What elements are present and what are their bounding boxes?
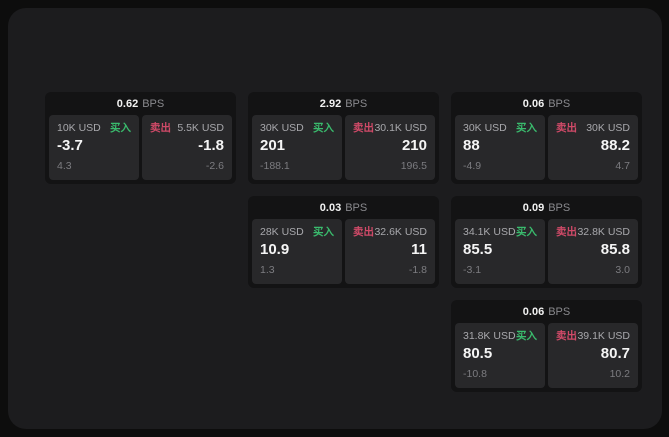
bps-value: 2.92 xyxy=(319,97,342,110)
quote-card: 2.92 BPS 30K USD 买入 201 -188.1 卖出 30.1K … xyxy=(248,92,439,184)
sell-delta: 10.2 xyxy=(609,368,630,380)
buy-label: 买入 xyxy=(110,122,131,134)
buy-delta: 4.3 xyxy=(57,160,72,172)
buy-panel[interactable]: 30K USD 买入 201 -188.1 xyxy=(252,115,342,180)
sell-panel[interactable]: 卖出 30K USD 88.2 4.7 xyxy=(548,115,638,180)
app-panel: 0.62 BPS 10K USD 买入 -3.7 4.3 卖出 5.5K USD xyxy=(8,8,662,429)
bps-unit: BPS xyxy=(548,305,571,318)
bps-value: 0.06 xyxy=(522,305,545,318)
sell-price: 88.2 xyxy=(600,137,630,154)
buy-notional: 30K USD xyxy=(463,122,507,134)
sell-panel[interactable]: 卖出 5.5K USD -1.8 -2.6 xyxy=(142,115,232,180)
sell-notional: 5.5K USD xyxy=(177,122,224,134)
buy-delta: -188.1 xyxy=(260,160,290,172)
buy-delta: -10.8 xyxy=(463,368,487,380)
quote-card: 0.06 BPS 30K USD 买入 88 -4.9 卖出 30K USD xyxy=(451,92,642,184)
buy-panel[interactable]: 34.1K USD 买入 85.5 -3.1 xyxy=(455,219,545,284)
buy-price: 10.9 xyxy=(260,241,290,258)
bps-value: 0.03 xyxy=(319,201,342,214)
quote-card: 0.06 BPS 31.8K USD 买入 80.5 -10.8 卖出 39.1… xyxy=(451,300,642,392)
bps-unit: BPS xyxy=(142,97,165,110)
sell-panel[interactable]: 卖出 32.8K USD 85.8 3.0 xyxy=(548,219,638,284)
sell-price: 11 xyxy=(411,241,427,258)
bps-header: 0.03 BPS xyxy=(248,196,439,219)
sell-label: 卖出 xyxy=(556,122,577,134)
sell-label: 卖出 xyxy=(556,226,577,238)
buy-delta: -4.9 xyxy=(463,160,482,172)
bps-header: 0.09 BPS xyxy=(451,196,642,219)
sell-notional: 32.8K USD xyxy=(577,226,630,238)
bps-value: 0.09 xyxy=(522,201,545,214)
buy-label: 买入 xyxy=(516,330,537,342)
buy-notional: 10K USD xyxy=(57,122,101,134)
sell-panel[interactable]: 卖出 30.1K USD 210 196.5 xyxy=(345,115,435,180)
sell-delta: -1.8 xyxy=(408,264,427,276)
buy-panel[interactable]: 28K USD 买入 10.9 1.3 xyxy=(252,219,342,284)
bps-value: 0.62 xyxy=(116,97,139,110)
sell-price: 210 xyxy=(401,137,427,154)
sell-notional: 39.1K USD xyxy=(577,330,630,342)
bps-header: 2.92 BPS xyxy=(248,92,439,115)
quote-card: 0.09 BPS 34.1K USD 买入 85.5 -3.1 卖出 32.8K… xyxy=(451,196,642,288)
buy-panel[interactable]: 10K USD 买入 -3.7 4.3 xyxy=(49,115,139,180)
sell-delta: 4.7 xyxy=(615,160,630,172)
bps-header: 0.06 BPS xyxy=(451,92,642,115)
buy-notional: 30K USD xyxy=(260,122,304,134)
sell-price: 80.7 xyxy=(600,345,630,362)
sell-label: 卖出 xyxy=(353,226,374,238)
sell-label: 卖出 xyxy=(150,122,171,134)
bps-header: 0.06 BPS xyxy=(451,300,642,323)
sell-panel[interactable]: 卖出 39.1K USD 80.7 10.2 xyxy=(548,323,638,388)
sell-notional: 32.6K USD xyxy=(374,226,427,238)
sell-delta: 3.0 xyxy=(615,264,630,276)
sell-label: 卖出 xyxy=(556,330,577,342)
quote-card: 0.03 BPS 28K USD 买入 10.9 1.3 卖出 32.6K US… xyxy=(248,196,439,288)
bps-unit: BPS xyxy=(345,97,368,110)
sell-price: -1.8 xyxy=(198,137,224,154)
buy-notional: 34.1K USD xyxy=(463,226,516,238)
sell-delta: -2.6 xyxy=(205,160,224,172)
bps-unit: BPS xyxy=(548,97,571,110)
buy-label: 买入 xyxy=(516,122,537,134)
buy-delta: -3.1 xyxy=(463,264,482,276)
buy-price: 85.5 xyxy=(463,241,493,258)
buy-panel[interactable]: 31.8K USD 买入 80.5 -10.8 xyxy=(455,323,545,388)
bps-header: 0.62 BPS xyxy=(45,92,236,115)
quote-card: 0.62 BPS 10K USD 买入 -3.7 4.3 卖出 5.5K USD xyxy=(45,92,236,184)
bps-unit: BPS xyxy=(345,201,368,214)
buy-price: 88 xyxy=(463,137,480,154)
buy-delta: 1.3 xyxy=(260,264,275,276)
sell-notional: 30K USD xyxy=(586,122,630,134)
buy-label: 买入 xyxy=(516,226,537,238)
sell-delta: 196.5 xyxy=(400,160,427,172)
buy-label: 买入 xyxy=(313,226,334,238)
buy-price: 80.5 xyxy=(463,345,493,362)
buy-panel[interactable]: 30K USD 买入 88 -4.9 xyxy=(455,115,545,180)
buy-price: -3.7 xyxy=(57,137,83,154)
bps-unit: BPS xyxy=(548,201,571,214)
sell-notional: 30.1K USD xyxy=(374,122,427,134)
buy-label: 买入 xyxy=(313,122,334,134)
buy-notional: 28K USD xyxy=(260,226,304,238)
sell-panel[interactable]: 卖出 32.6K USD 11 -1.8 xyxy=(345,219,435,284)
buy-notional: 31.8K USD xyxy=(463,330,516,342)
sell-label: 卖出 xyxy=(353,122,374,134)
sell-price: 85.8 xyxy=(600,241,630,258)
bps-value: 0.06 xyxy=(522,97,545,110)
buy-price: 201 xyxy=(260,137,286,154)
